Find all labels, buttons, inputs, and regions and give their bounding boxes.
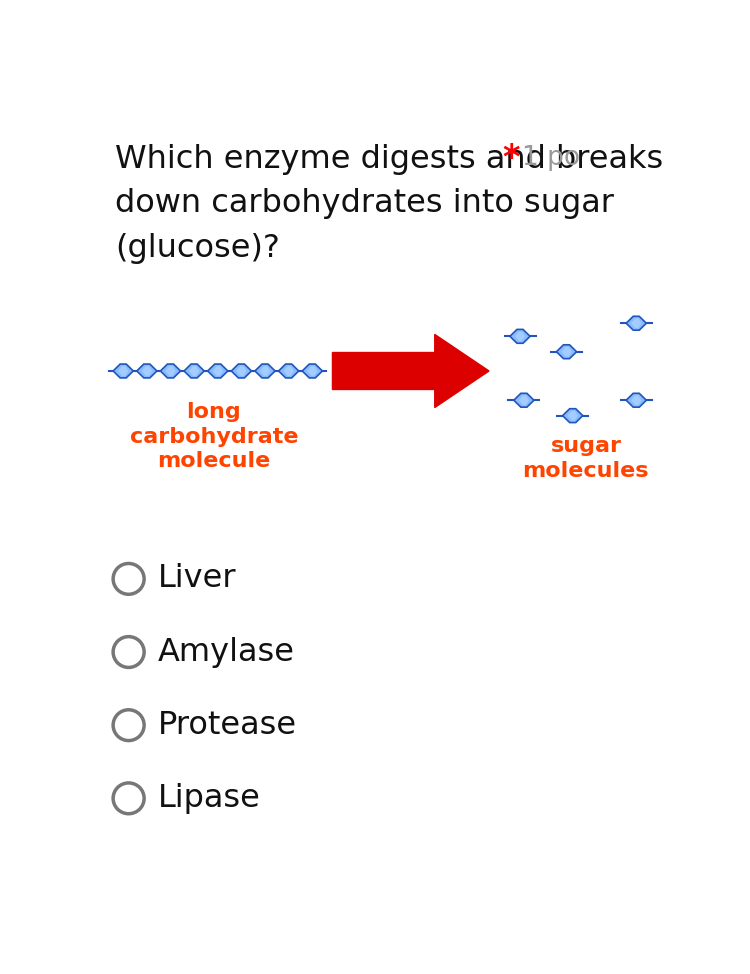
Polygon shape [255,364,275,378]
FancyArrow shape [332,334,489,407]
Polygon shape [278,364,298,378]
Polygon shape [208,364,228,378]
Polygon shape [632,395,641,405]
Polygon shape [562,409,583,423]
Polygon shape [556,345,577,358]
Polygon shape [515,331,525,341]
Polygon shape [236,366,247,376]
Polygon shape [142,366,152,376]
Text: Amylase: Amylase [158,637,295,667]
Text: Lipase: Lipase [158,783,261,814]
Text: (glucose)?: (glucose)? [116,233,280,264]
Polygon shape [231,364,251,378]
Polygon shape [260,366,270,376]
Polygon shape [519,395,529,405]
Polygon shape [189,366,200,376]
Polygon shape [562,347,572,356]
Polygon shape [568,411,578,421]
Polygon shape [626,393,646,407]
Text: 1 po: 1 po [522,144,580,170]
Polygon shape [160,364,181,378]
Text: down carbohydrates into sugar: down carbohydrates into sugar [116,189,614,219]
Polygon shape [510,329,530,343]
Polygon shape [213,366,223,376]
Text: long
carbohydrate
molecule: long carbohydrate molecule [130,402,298,471]
Polygon shape [514,393,534,407]
Polygon shape [118,366,128,376]
Polygon shape [136,364,157,378]
Text: *: * [503,141,520,174]
Text: Protease: Protease [158,710,297,740]
Polygon shape [166,366,176,376]
Text: sugar
molecules: sugar molecules [523,436,649,481]
Polygon shape [184,364,204,378]
Text: Liver: Liver [158,563,237,594]
Polygon shape [626,317,646,330]
Polygon shape [632,318,641,328]
Polygon shape [302,364,322,378]
Polygon shape [284,366,294,376]
Polygon shape [113,364,134,378]
Polygon shape [308,366,317,376]
Text: Which enzyme digests and breaks: Which enzyme digests and breaks [116,144,664,174]
